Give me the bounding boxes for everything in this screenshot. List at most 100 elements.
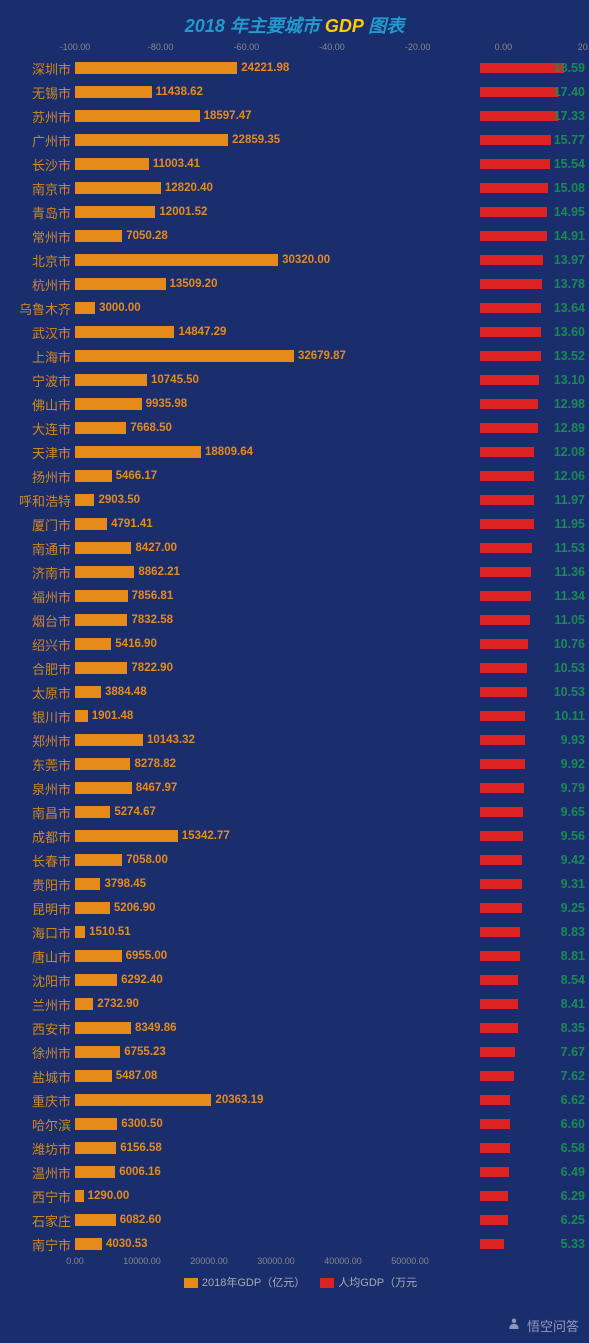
table-row: 温州市6006.166.49 [0, 1160, 589, 1184]
gdp-bar-area: 11003.41 [75, 156, 410, 172]
percap-bar-area: 9.25 [410, 900, 589, 916]
gdp-value-label: 3000.00 [99, 300, 141, 316]
gdp-bar [75, 566, 134, 578]
city-label: 苏州市 [0, 107, 75, 126]
gdp-bar [75, 350, 294, 362]
city-label: 无锡市 [0, 83, 75, 102]
percap-bar [480, 87, 558, 97]
gdp-value-label: 2903.50 [98, 492, 140, 508]
percap-bar-area: 7.67 [410, 1044, 589, 1060]
gdp-value-label: 13509.20 [170, 276, 218, 292]
table-row: 天津市18809.6412.08 [0, 440, 589, 464]
percap-bar [480, 1191, 508, 1201]
percap-value-label: 15.54 [554, 156, 585, 172]
city-label: 东莞市 [0, 755, 75, 774]
percap-value-label: 8.41 [561, 996, 585, 1012]
percap-bar-area: 10.53 [410, 660, 589, 676]
city-label: 南宁市 [0, 1235, 75, 1254]
city-label: 北京市 [0, 251, 75, 270]
percap-bar [480, 471, 534, 481]
city-label: 杭州市 [0, 275, 75, 294]
gdp-value-label: 3798.45 [104, 876, 146, 892]
table-row: 南京市12820.4015.08 [0, 176, 589, 200]
gdp-bar [75, 590, 128, 602]
city-label: 乌鲁木齐 [0, 299, 75, 318]
percap-value-label: 11.53 [554, 540, 585, 556]
city-label: 合肥市 [0, 659, 75, 678]
gdp-value-label: 5206.90 [114, 900, 156, 916]
gdp-value-label: 4030.53 [106, 1236, 148, 1252]
gdp-bar [75, 758, 130, 770]
gdp-value-label: 6006.16 [119, 1164, 161, 1180]
gdp-value-label: 8278.82 [134, 756, 176, 772]
table-row: 徐州市6755.237.67 [0, 1040, 589, 1064]
title-part2: GDP [325, 16, 363, 36]
percap-bar [480, 183, 548, 193]
gdp-bar-area: 8467.97 [75, 780, 410, 796]
percap-bar [480, 255, 543, 265]
city-label: 武汉市 [0, 323, 75, 342]
percap-bar [480, 567, 531, 577]
gdp-bar [75, 950, 122, 962]
percap-bar-area: 8.54 [410, 972, 589, 988]
percap-value-label: 15.77 [554, 132, 585, 148]
percap-bar [480, 159, 550, 169]
percap-bar [480, 111, 558, 121]
gdp-value-label: 9935.98 [146, 396, 188, 412]
watermark-icon [505, 1317, 523, 1335]
percap-bar-area: 6.62 [410, 1092, 589, 1108]
percap-bar-area: 13.97 [410, 252, 589, 268]
gdp-bar [75, 446, 201, 458]
gdp-bar [75, 1214, 116, 1226]
gdp-bar [75, 494, 94, 506]
percap-bar-area: 12.08 [410, 444, 589, 460]
table-row: 南宁市4030.535.33 [0, 1232, 589, 1256]
top-axis-tick: -40.00 [319, 42, 345, 52]
table-row: 西安市8349.868.35 [0, 1016, 589, 1040]
percap-value-label: 8.54 [561, 972, 585, 988]
percap-bar [480, 1095, 510, 1105]
table-row: 扬州市5466.1712.06 [0, 464, 589, 488]
gdp-value-label: 32679.87 [298, 348, 346, 364]
gdp-bar [75, 1022, 131, 1034]
bottom-axis-tick: 40000.00 [324, 1256, 362, 1266]
gdp-value-label: 8427.00 [135, 540, 177, 556]
gdp-bar [75, 302, 95, 314]
percap-value-label: 6.49 [561, 1164, 585, 1180]
percap-bar [480, 903, 522, 913]
gdp-bar-area: 14847.29 [75, 324, 410, 340]
gdp-bar-area: 3798.45 [75, 876, 410, 892]
percap-bar-area: 13.60 [410, 324, 589, 340]
city-label: 兰州市 [0, 995, 75, 1014]
percap-value-label: 10.53 [554, 684, 585, 700]
gdp-bar-area: 5466.17 [75, 468, 410, 484]
gdp-value-label: 2732.90 [97, 996, 139, 1012]
gdp-value-label: 1290.00 [88, 1188, 130, 1204]
gdp-bar [75, 854, 122, 866]
city-label: 呼和浩特 [0, 491, 75, 510]
percap-bar [480, 279, 542, 289]
gdp-bar-area: 7856.81 [75, 588, 410, 604]
gdp-bar-area: 6300.50 [75, 1116, 410, 1132]
percap-bar-area: 12.98 [410, 396, 589, 412]
gdp-value-label: 7668.50 [130, 420, 172, 436]
percap-bar [480, 1071, 514, 1081]
city-label: 福州市 [0, 587, 75, 606]
table-row: 常州市7050.2814.91 [0, 224, 589, 248]
gdp-bar [75, 518, 107, 530]
city-label: 贵阳市 [0, 875, 75, 894]
table-row: 济南市8862.2111.36 [0, 560, 589, 584]
table-row: 银川市1901.4810.11 [0, 704, 589, 728]
percap-bar [480, 663, 527, 673]
gdp-bar-area: 18597.47 [75, 108, 410, 124]
gdp-bar [75, 542, 131, 554]
city-label: 石家庄 [0, 1211, 75, 1230]
gdp-bar [75, 134, 228, 146]
gdp-bar-area: 5206.90 [75, 900, 410, 916]
percap-bar [480, 1239, 504, 1249]
percap-bar-area: 9.65 [410, 804, 589, 820]
percap-bar [480, 783, 524, 793]
table-row: 呼和浩特2903.5011.97 [0, 488, 589, 512]
city-label: 郑州市 [0, 731, 75, 750]
legend-label-gdp: 2018年GDP（亿元） [202, 1277, 305, 1289]
